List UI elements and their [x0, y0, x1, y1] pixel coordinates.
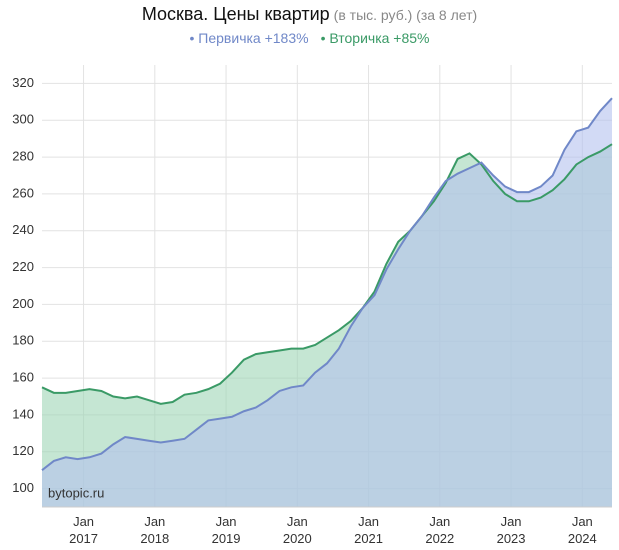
line: [41, 97, 613, 471]
y-tick-label: 120: [12, 443, 34, 458]
x-tick-label: Jan 2022: [425, 514, 455, 546]
y-tick-label: 160: [12, 370, 34, 385]
header: Москва. Цены квартир (в тыс. руб.) (за 8 …: [0, 4, 619, 25]
chart-subtitle: (в тыс. руб.) (за 8 лет): [333, 7, 478, 23]
y-tick-label: 260: [12, 185, 34, 200]
area: [42, 98, 612, 508]
chart-title: Москва. Цены квартир: [141, 4, 330, 24]
x-tick-label: Jan 2018: [140, 514, 170, 546]
y-tick-label: 200: [12, 296, 34, 311]
y-tick-label: 100: [12, 480, 34, 495]
y-tick-label: 140: [12, 406, 34, 421]
x-tick-label: Jan 2024: [567, 514, 597, 546]
annotation: bytopic.ru: [48, 485, 104, 500]
y-tick-label: 240: [12, 222, 34, 237]
x-tick-label: Jan 2021: [354, 514, 384, 546]
x-tick-label: Jan 2020: [282, 514, 312, 546]
x-tick-label: Jan 2019: [211, 514, 241, 546]
x-tick-label: Jan 2023: [496, 514, 526, 546]
legend-item: Вторичка +85%: [321, 30, 430, 46]
legend: Первичка +183% Вторичка +85%: [0, 30, 619, 46]
y-tick-label: 180: [12, 333, 34, 348]
y-tick-label: 300: [12, 112, 34, 127]
legend-item: Первичка +183%: [190, 30, 309, 46]
line: [41, 143, 613, 405]
y-tick-label: 220: [12, 259, 34, 274]
x-tick-label: Jan 2017: [69, 514, 99, 546]
y-tick-label: 280: [12, 149, 34, 164]
y-tick-label: 320: [12, 75, 34, 90]
